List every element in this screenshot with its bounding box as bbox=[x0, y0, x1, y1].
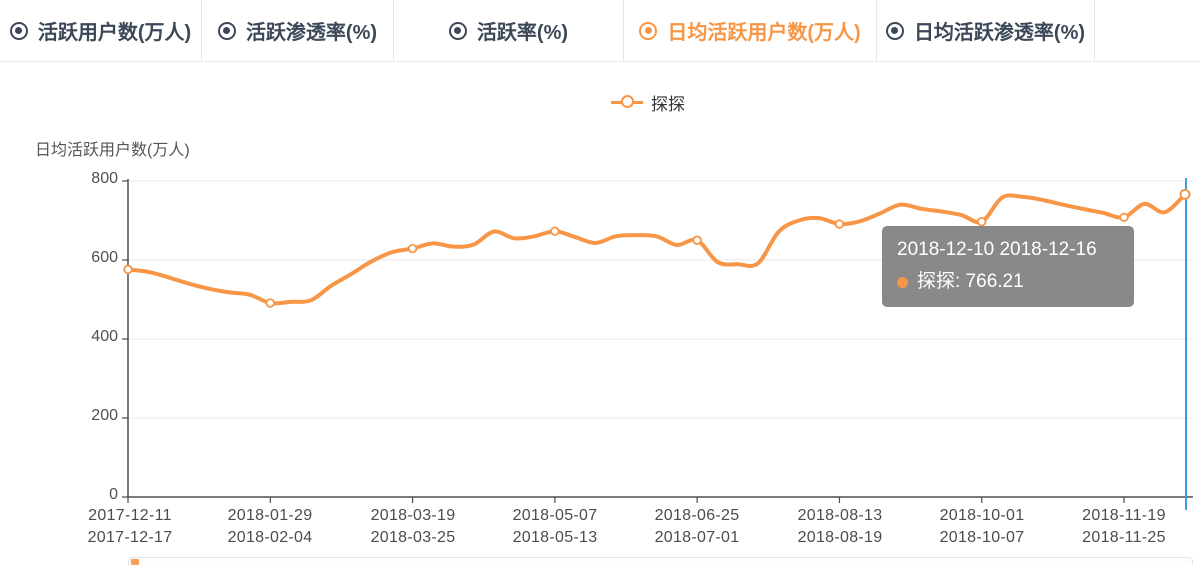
x-axis-label: 2018-10-01 2018-10-07 bbox=[939, 507, 1025, 546]
radio-target-icon bbox=[885, 21, 904, 40]
y-axis-tick-label: 400 bbox=[91, 328, 118, 345]
tab-active-penetration[interactable]: 活跃渗透率(%) bbox=[202, 0, 394, 61]
chart-tooltip: 2018-12-10 2018-12-16 探探: 766.21 bbox=[882, 226, 1134, 307]
radio-target-icon bbox=[9, 21, 28, 40]
series-dot-icon bbox=[897, 276, 908, 288]
y-axis-tick-label: 0 bbox=[109, 486, 118, 503]
line-series-marker-icon bbox=[611, 95, 643, 109]
tab-label: 活跃率(%) bbox=[476, 22, 569, 44]
y-axis-tick-label: 800 bbox=[91, 170, 118, 187]
x-axis-label: 2018-03-19 2018-03-25 bbox=[370, 507, 456, 546]
y-axis-tick-label: 600 bbox=[91, 249, 118, 266]
tab-daily-active-penetration[interactable]: 日均活跃渗透率(%) bbox=[877, 0, 1095, 61]
tooltip-date-range: 2018-12-10 2018-12-16 bbox=[897, 239, 1097, 260]
radio-target-icon bbox=[639, 21, 658, 40]
x-axis-label: 2018-05-07 2018-05-13 bbox=[512, 507, 598, 546]
datazoom-slider[interactable] bbox=[128, 557, 1193, 565]
tab-label: 日均活跃用户数(万人) bbox=[667, 22, 861, 44]
x-axis-label: 2018-01-29 2018-02-04 bbox=[227, 507, 313, 546]
y-axis-title: 日均活跃用户数(万人) bbox=[35, 142, 190, 159]
metric-tabbar: 活跃用户数(万人) 活跃渗透率(%) 活跃率(%) 日均活跃用户数(万人) 日均… bbox=[0, 0, 1200, 62]
tab-label: 日均活跃渗透率(%) bbox=[913, 22, 1086, 44]
radio-target-icon bbox=[448, 21, 467, 40]
datazoom-handle[interactable] bbox=[131, 559, 139, 565]
x-axis-label: 2018-08-13 2018-08-19 bbox=[797, 507, 883, 546]
x-axis-label: 2018-11-19 2018-11-25 bbox=[1082, 507, 1166, 546]
tab-active-rate[interactable]: 活跃率(%) bbox=[394, 0, 624, 61]
tab-active-users[interactable]: 活跃用户数(万人) bbox=[0, 0, 202, 61]
tab-label: 活跃渗透率(%) bbox=[245, 22, 378, 44]
tooltip-series-value: 探探: 766.21 bbox=[917, 271, 1024, 292]
radio-target-icon bbox=[217, 21, 236, 40]
tab-label: 活跃用户数(万人) bbox=[37, 22, 192, 44]
tab-daily-active-users[interactable]: 日均活跃用户数(万人) bbox=[624, 0, 877, 61]
legend-tantan[interactable]: 探探 bbox=[611, 90, 685, 114]
legend-label: 探探 bbox=[651, 94, 685, 114]
x-axis-label: 2017-12-11 2017-12-17 bbox=[87, 507, 173, 546]
y-axis-tick-label: 200 bbox=[91, 407, 118, 424]
x-axis-label: 2018-06-25 2018-07-01 bbox=[654, 507, 740, 546]
